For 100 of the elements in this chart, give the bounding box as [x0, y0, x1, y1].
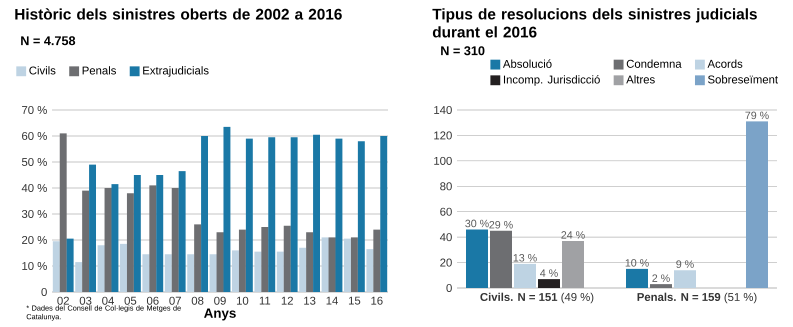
bar [268, 137, 276, 292]
chart-title: Tipus de resolucions dels sinistres judicials durant el 2016 [432, 8, 757, 38]
x-tick-label: 14 [326, 296, 338, 304]
bar [674, 270, 696, 288]
y-tick-label: 20 [440, 258, 452, 267]
bar [366, 249, 374, 292]
annotation: 9 % [676, 260, 694, 268]
bar [156, 174, 164, 292]
bar [746, 121, 768, 288]
x-tick-label: 07 [169, 296, 181, 305]
bar [164, 254, 172, 292]
bar [149, 185, 156, 292]
y-tick-label: 60 [440, 208, 452, 216]
bar [358, 141, 365, 292]
x-tick-label: 02 [57, 296, 69, 305]
annotation: 2 % [652, 274, 670, 282]
bar [172, 188, 179, 292]
y-tick-label: 80 [440, 182, 452, 190]
bar [299, 248, 306, 292]
bar [344, 238, 351, 292]
bar [514, 264, 536, 288]
y-tick-label: 140 [434, 106, 452, 114]
bar [223, 126, 230, 292]
annotation: 30 % [465, 220, 489, 228]
x-axis-title: Anys [204, 308, 236, 320]
bar [210, 254, 217, 292]
x-tick-label: 03 [80, 296, 92, 305]
bar [238, 230, 246, 292]
y-tick-label: 100 [434, 156, 452, 165]
bar [232, 250, 239, 292]
legend-label: Condemna [626, 59, 682, 68]
bar [89, 164, 96, 292]
annotation: 13 % [514, 254, 537, 262]
bar [120, 244, 127, 292]
bar [313, 134, 320, 292]
legend-label: Penals [82, 66, 116, 74]
annotation: 79 % [745, 112, 769, 120]
bar [380, 136, 388, 292]
bar [142, 254, 150, 292]
x-tick-label: Penals. N = 159 (51 %) [638, 292, 756, 304]
bar [178, 171, 186, 292]
legend-label: Incomp. Jurisdicció [504, 75, 600, 86]
annotation: 24 % [561, 231, 585, 239]
bar [284, 226, 291, 292]
bar [60, 133, 67, 292]
bar [254, 252, 262, 292]
bar [104, 188, 112, 292]
y-tick-label: 50 % [22, 158, 47, 166]
bar [75, 262, 82, 292]
x-tick-label: Civils. N = 151 (49 %) [480, 292, 594, 304]
x-tick-label: 05 [124, 296, 136, 305]
x-tick-label: 15 [348, 296, 360, 305]
y-tick-label: 120 [434, 131, 452, 140]
bar [111, 184, 118, 292]
bar [276, 252, 284, 292]
y-tick-label: 20 % [22, 236, 47, 244]
annotation: 4 % [540, 269, 558, 277]
bar [134, 174, 141, 292]
y-tick-label: 10 % [22, 262, 47, 270]
bar [306, 232, 314, 292]
bar [626, 268, 648, 288]
x-tick-label: 09 [214, 296, 226, 305]
bar [290, 137, 298, 292]
bar [322, 237, 329, 292]
x-tick-label: 08 [192, 296, 204, 305]
x-tick-label: 10 [236, 296, 248, 305]
y-tick-label: 0 [446, 284, 452, 292]
bar [66, 238, 74, 292]
y-tick-label: 30 % [22, 210, 47, 218]
bar [201, 136, 208, 292]
y-tick-label: 70 % [22, 106, 47, 114]
legend-label: Absolució [502, 59, 552, 68]
chart-subtitle: N = 310 [441, 46, 484, 56]
bar [126, 193, 134, 292]
legend-label: Civils [29, 66, 56, 74]
bar [52, 241, 60, 292]
bar [187, 254, 194, 292]
y-tick-label: 40 % [22, 184, 47, 192]
y-tick-label: 40 [440, 233, 452, 242]
x-tick-label: 16 [371, 296, 383, 305]
bar [538, 279, 560, 288]
bar [490, 230, 512, 288]
annotation: 10 % [626, 259, 649, 267]
x-tick-label: 06 [146, 296, 159, 305]
legend-label: Extrajudicials [143, 66, 209, 77]
bar [98, 245, 105, 292]
y-tick-label: 0 [41, 288, 47, 296]
bar [350, 237, 358, 292]
bar [650, 284, 672, 288]
bar [466, 230, 488, 288]
x-tick-label: 12 [282, 296, 293, 305]
chart-title: Històric dels sinistres oberts de 2002 a 2016 [15, 8, 342, 20]
annotation: 29 % [489, 220, 513, 229]
bar [194, 224, 202, 292]
bar [373, 230, 380, 292]
bar [246, 138, 253, 292]
chart-subtitle: N = 4.758 [21, 36, 76, 46]
y-tick-label: 60 % [22, 132, 47, 140]
legend-label: Altres [626, 75, 655, 84]
x-tick-label: 13 [304, 296, 316, 305]
